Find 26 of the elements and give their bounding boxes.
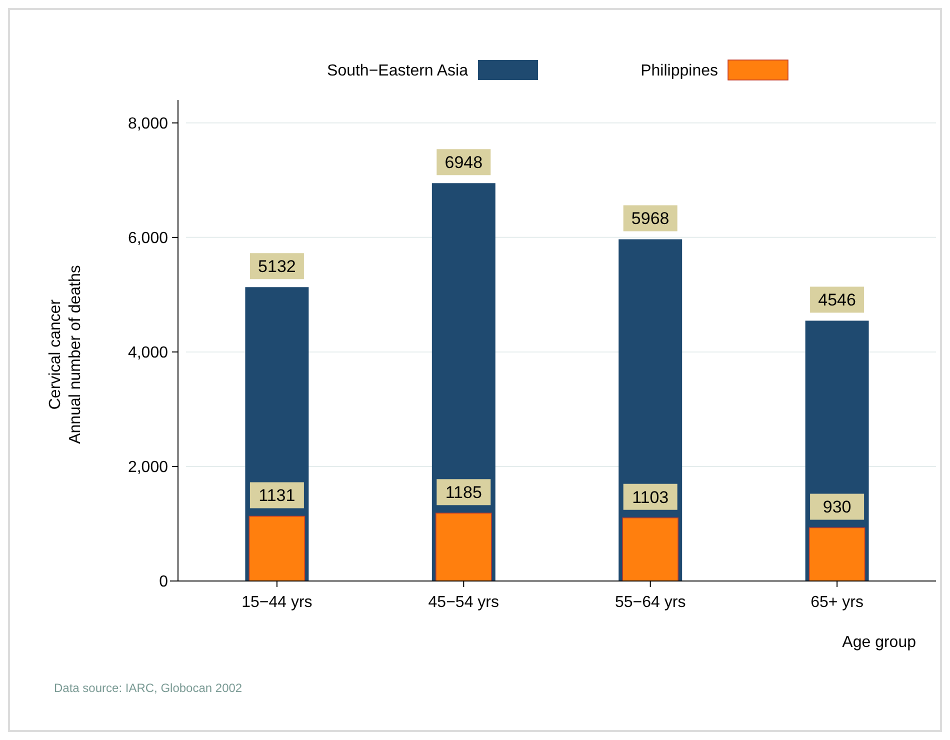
x-tick-label: 15−44 yrs	[242, 594, 312, 611]
data-label: 5968	[631, 209, 670, 228]
x-tick-label: 65+ yrs	[810, 594, 864, 611]
data-label: 1131	[258, 486, 296, 506]
y-tick-label: 0	[159, 574, 168, 591]
data-label: 1103	[632, 488, 669, 507]
legend-label: South−Eastern Asia	[327, 62, 468, 80]
data-label: 930	[822, 498, 852, 517]
y-tick-label: 6,000	[128, 230, 168, 248]
bar	[622, 517, 678, 582]
bar	[436, 512, 492, 582]
y-tick-label: 4,000	[128, 344, 168, 362]
data-label: 4546	[818, 290, 856, 310]
x-tick-label: 55−64 yrs	[614, 594, 686, 611]
y-tick-label: 2,000	[128, 459, 168, 476]
y-axis-title: Cervical cancer Annual number of deaths	[47, 265, 84, 444]
data-label: 1185	[445, 483, 482, 502]
data-label: 6948	[444, 153, 483, 172]
source-note: Data source: IARC, Globocan 2002	[54, 681, 242, 695]
y-tick-label: 8,000	[128, 116, 168, 133]
bar	[808, 527, 866, 582]
x-axis-title: Age group	[842, 634, 916, 651]
data-label: 5132	[258, 257, 296, 276]
bar	[248, 516, 306, 582]
x-tick-label: 45−54 yrs	[428, 594, 500, 611]
legend-label: Philippines	[640, 62, 718, 80]
